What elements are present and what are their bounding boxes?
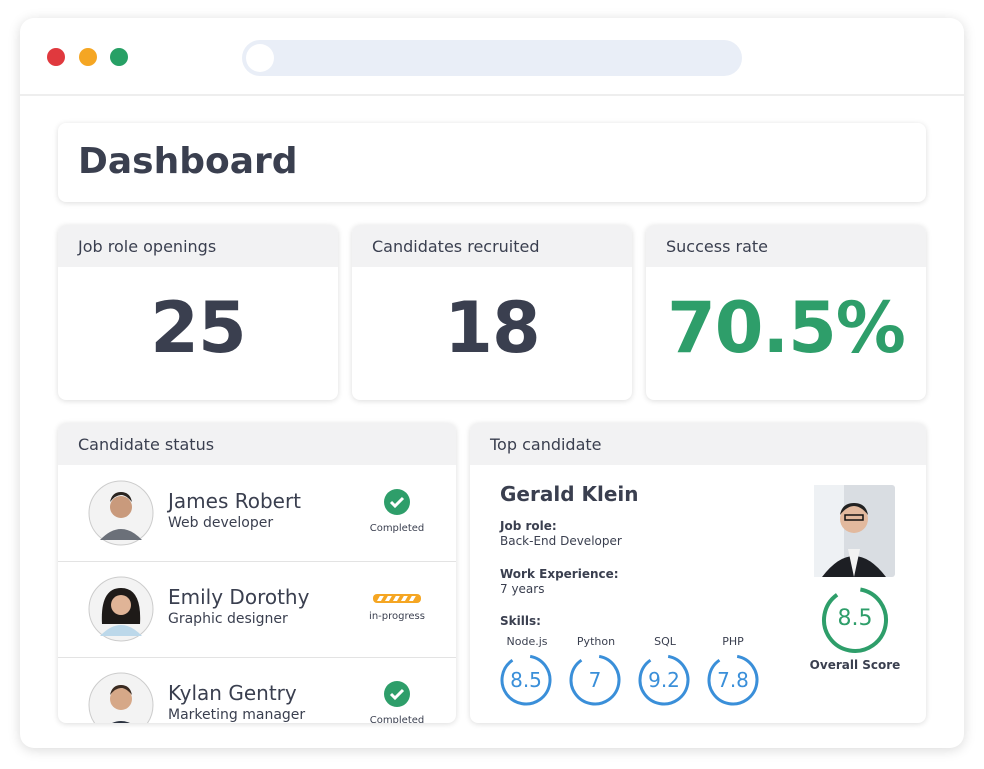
- candidate-role: Web developer: [168, 515, 274, 531]
- stat-label: Success rate: [646, 225, 926, 267]
- page-title: Dashboard: [78, 141, 298, 182]
- candidate-name: Emily Dorothy: [168, 585, 310, 609]
- candidate-role: Graphic designer: [168, 611, 288, 627]
- candidate-row: James Robert Web developer Completed: [58, 465, 456, 562]
- stat-card: Candidates recruited 18: [352, 225, 632, 400]
- status-label: Completed: [369, 523, 425, 534]
- skill-name: SQL: [654, 635, 676, 648]
- avatar: [88, 576, 154, 642]
- candidate-row: Kylan Gentry Marketing manager Completed: [58, 657, 456, 723]
- status-label: in-progress: [369, 611, 425, 622]
- skill-score: 7.8: [717, 668, 749, 692]
- card-title: Top candidate: [470, 423, 926, 465]
- candidate-status-card: Candidate status James Robert Web develo…: [58, 423, 456, 723]
- skill-name: Python: [576, 635, 616, 648]
- in-progress-icon: [373, 594, 421, 603]
- skill-rings: [500, 485, 895, 706]
- card-title: Candidate status: [58, 423, 456, 465]
- stat-value: 70.5%: [667, 287, 906, 369]
- title-card: Dashboard: [58, 123, 926, 202]
- field-label: Work Experience:: [500, 567, 619, 581]
- candidate-role: Marketing manager: [168, 707, 306, 723]
- field-label: Job role:: [500, 519, 557, 533]
- completed-icon: [384, 681, 410, 707]
- skill-score: 8.5: [510, 668, 542, 692]
- overall-score: 8.5: [837, 606, 873, 631]
- stat-label: Job role openings: [58, 225, 338, 267]
- candidate-row: Emily Dorothy Graphic designer in-progre…: [58, 561, 456, 658]
- avatar: [88, 480, 154, 546]
- skill-score: 9.2: [648, 668, 680, 692]
- stat-card: Job role openings 25: [58, 225, 338, 400]
- stat-label: Candidates recruited: [352, 225, 632, 267]
- candidate-name: Kylan Gentry: [168, 681, 297, 705]
- avatar: [88, 672, 154, 723]
- field-value: 7 years: [500, 582, 545, 596]
- top-candidate-card: Top candidate Gerald Klein Job role: Bac…: [470, 423, 926, 723]
- field-value: Back-End Developer: [500, 534, 622, 548]
- candidate-name: Gerald Klein: [500, 482, 639, 506]
- stat-value: 25: [150, 287, 246, 369]
- browser-chrome: [20, 40, 964, 96]
- skill-name: PHP: [722, 635, 744, 648]
- skills-label: Skills:: [500, 614, 541, 628]
- status-label: Completed: [369, 715, 425, 723]
- stat-card: Success rate 70.5%: [646, 225, 926, 400]
- stat-value: 18: [444, 287, 540, 369]
- skill-score: 7: [588, 668, 602, 692]
- skill-name: Node.js: [506, 635, 548, 648]
- candidate-name: James Robert: [168, 489, 302, 513]
- completed-icon: [384, 489, 410, 515]
- overall-label: Overall Score: [809, 658, 901, 672]
